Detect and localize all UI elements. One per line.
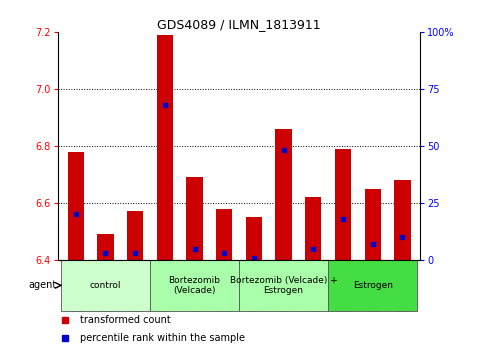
- Bar: [305, 197, 322, 260]
- Text: percentile rank within the sample: percentile rank within the sample: [80, 333, 245, 343]
- Bar: [97, 234, 114, 260]
- Title: GDS4089 / ILMN_1813911: GDS4089 / ILMN_1813911: [157, 18, 321, 31]
- Text: Bortezomib
(Velcade): Bortezomib (Velcade): [169, 276, 221, 295]
- Text: transformed count: transformed count: [80, 315, 170, 325]
- Text: agent: agent: [28, 280, 57, 290]
- Bar: [61, 260, 150, 311]
- Bar: [335, 149, 351, 260]
- Bar: [216, 209, 232, 260]
- Bar: [394, 180, 411, 260]
- Bar: [186, 177, 203, 260]
- Bar: [239, 260, 328, 311]
- Text: control: control: [90, 281, 121, 290]
- Bar: [68, 152, 84, 260]
- Bar: [246, 217, 262, 260]
- Bar: [156, 35, 173, 260]
- Bar: [365, 189, 381, 260]
- Text: Bortezomib (Velcade) +
Estrogen: Bortezomib (Velcade) + Estrogen: [230, 276, 338, 295]
- Bar: [275, 129, 292, 260]
- Bar: [127, 211, 143, 260]
- Bar: [150, 260, 239, 311]
- Text: Estrogen: Estrogen: [353, 281, 393, 290]
- Bar: [328, 260, 417, 311]
